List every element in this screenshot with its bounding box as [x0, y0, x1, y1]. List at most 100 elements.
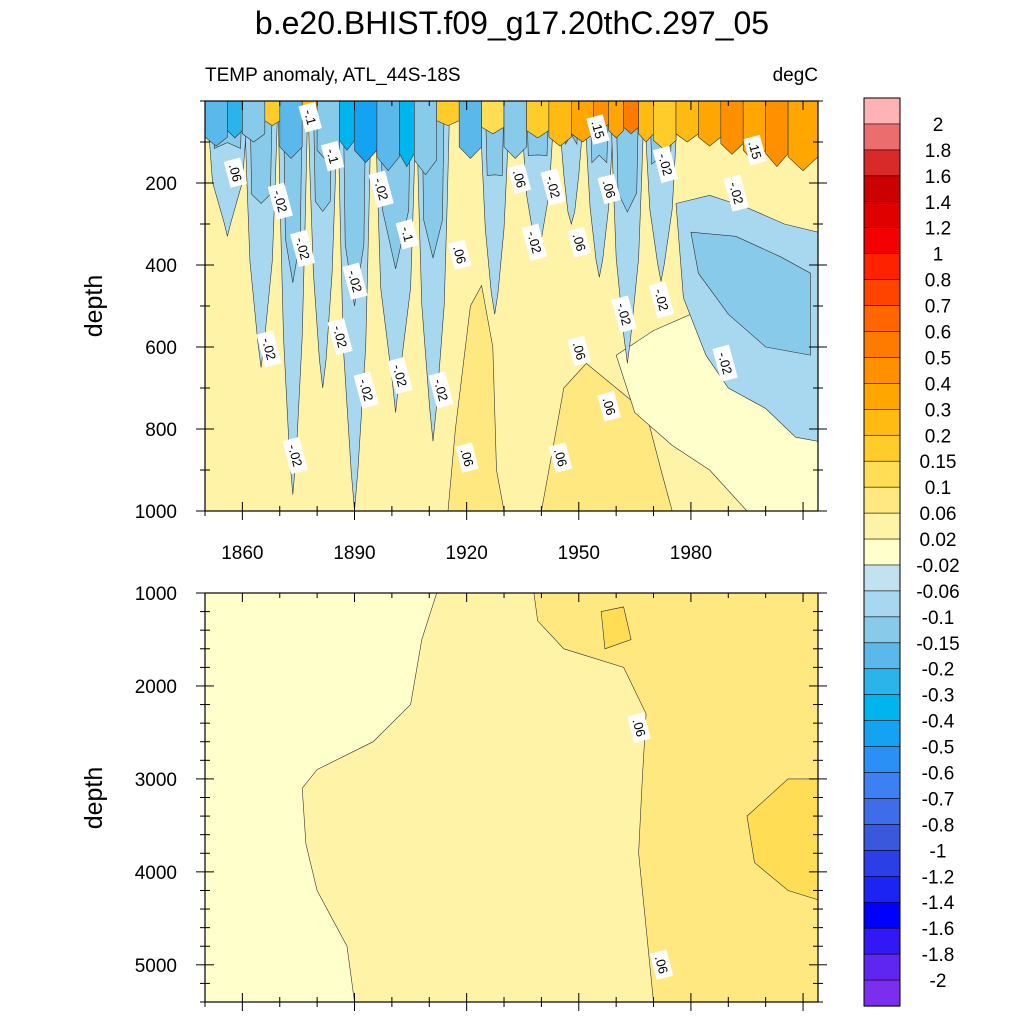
- cold-patch-late-core: [690, 231, 811, 356]
- upper-contour-label-text: -.02: [543, 174, 563, 200]
- x-tick-label-1950: 1950: [558, 543, 600, 564]
- upper-contour-label-text: .06: [551, 447, 570, 468]
- surface-anomaly-27: [720, 101, 744, 155]
- colorbar-box-20: [863, 590, 901, 618]
- colorbar-label: 1.8: [925, 141, 951, 162]
- colorbar-box-15: [863, 460, 901, 488]
- upper-contour-label-3: -.1: [320, 140, 345, 172]
- warm-east-region: [533, 593, 818, 1002]
- x-tick-label-1860: 1860: [221, 543, 263, 564]
- surface-anomaly-12: [414, 101, 437, 176]
- upper-contour-label-21: .06: [597, 173, 621, 205]
- surface-anomaly-17: [526, 101, 550, 139]
- colorbar: 2 1.8 1.6 1.4 1.2 1 0.8 0.7 0.6 0.5 0.4 0.3 0.2 0.15 0…: [863, 97, 960, 1007]
- colorbar-box-27: [863, 772, 901, 800]
- upper-contour-label-2: .06: [223, 157, 248, 188]
- y-tick-label-800: 800: [145, 420, 177, 441]
- upper-contour-label-text: -.02: [285, 443, 305, 469]
- colorbar-box-11: [863, 357, 901, 384]
- y-tick-label-600: 600: [145, 338, 177, 359]
- upper-contour-label-text: -.02: [270, 189, 290, 215]
- colorbar-box-30: [863, 850, 901, 877]
- colorbar-label: -2: [930, 971, 947, 992]
- upper-contour-label-text: -.1: [301, 108, 319, 127]
- lower-contour-label-box: [649, 949, 674, 980]
- upper-contour-label-box: [586, 114, 610, 145]
- colorbar-box-21: [863, 616, 901, 644]
- colorbar-box-23: [863, 668, 901, 696]
- upper-anomaly-field: [205, 101, 818, 511]
- upper-contour-label-23: .15: [743, 134, 767, 166]
- surface-anomaly-16: [503, 101, 527, 159]
- colorbar-box-22: [863, 642, 901, 670]
- surface-anomaly-26: [698, 101, 722, 147]
- colorbar-label: 0.5: [925, 348, 951, 369]
- surface-anomaly-21: [608, 101, 624, 139]
- surface-anomaly-25: [675, 101, 699, 143]
- upper-contour-label-box: [743, 134, 767, 166]
- upper-contour-label-text: -.02: [356, 377, 376, 403]
- surface-anomaly-15: [481, 101, 505, 135]
- colorbar-label: -0.02: [916, 556, 959, 577]
- upper-contour-label-text: -.02: [614, 301, 634, 327]
- upper-contour-label-16: .06: [507, 163, 532, 195]
- surface-anomaly-9: [354, 101, 378, 163]
- colorbar-label: 0.2: [925, 426, 951, 447]
- colorbar-label: -1.4: [922, 893, 955, 914]
- surface-anomaly-14: [458, 101, 482, 159]
- colorbar-box-28: [863, 798, 901, 826]
- upper-contour-label-text: .06: [450, 244, 469, 265]
- colorbar-box-7: [863, 253, 901, 281]
- upper-contour-label-box: [597, 391, 621, 422]
- upper-contour-label-text: -.02: [655, 152, 675, 178]
- surface-anomaly-1: [205, 101, 228, 147]
- upper-panel: -.1 .06 -.1 -.02 -.02 -.02 -.1 -.02 -.02 -.02 -.02…: [80, 100, 827, 564]
- upper-contour-label-box: [298, 102, 322, 133]
- y-tick-label-3000: 3000: [135, 770, 177, 791]
- x-tick-label-1980: 1980: [670, 543, 712, 564]
- lower-panel: .06 .06 1000 2000 3000 4000 5000 depth: [80, 584, 827, 1011]
- colorbar-label: 1: [933, 245, 944, 266]
- colorbar-box-4: [863, 175, 901, 203]
- upper-contour-label-text: .06: [600, 178, 619, 199]
- upper-contour-label-text: .06: [570, 340, 589, 361]
- colorbar-label: 1.4: [925, 193, 952, 214]
- surface-anomaly-22: [623, 101, 639, 135]
- upper-contour-label-31: .06: [455, 442, 479, 473]
- colorbar-label: -0.8: [922, 815, 955, 836]
- upper-x-ticks: 1860 1890 1920 1950 1980: [204, 101, 804, 564]
- colorbar-box-33: [863, 927, 901, 955]
- upper-contour-label-15: .06: [447, 239, 472, 270]
- x-tick-label-1920: 1920: [446, 543, 488, 564]
- colorbar-box-25: [863, 720, 901, 748]
- surface-anomaly-23: [638, 101, 654, 143]
- colorbar-label: -0.1: [922, 608, 955, 629]
- y-tick-label-1000: 1000: [135, 502, 177, 523]
- colorbar-label: -0.4: [922, 712, 955, 733]
- surface-anomaly-13: [436, 101, 460, 126]
- colorbar-label: -0.3: [922, 686, 955, 707]
- y-tick-label-400: 400: [145, 256, 177, 277]
- y-tick-label-2000: 2000: [135, 677, 177, 698]
- upper-contour-label-1: -.1: [298, 102, 322, 133]
- upper-contour-label-text: -.02: [390, 363, 410, 389]
- surface-anomaly-18: [548, 101, 572, 147]
- y-tick-label-200: 200: [145, 174, 177, 195]
- surface-anomaly-11: [399, 101, 415, 168]
- subtitle-right: degC: [773, 65, 818, 86]
- upper-contour-label-text: -.02: [726, 180, 746, 206]
- surface-anomaly-19: [571, 101, 594, 143]
- colorbar-box-14: [863, 434, 901, 462]
- lower-x-ticks: [204, 593, 804, 1011]
- colorbar-box-31: [863, 875, 901, 903]
- colorbar-box-9: [863, 305, 901, 333]
- colorbar-label: 0.15: [920, 452, 957, 473]
- lower-y-axis-title: depth: [80, 767, 108, 830]
- colorbar-label: 0.06: [920, 504, 957, 525]
- colorbar-box-16: [863, 486, 901, 514]
- upper-contour-label-text: -.1: [398, 225, 416, 244]
- colorbar-label: -0.5: [922, 738, 955, 759]
- colorbar-label: -0.2: [922, 660, 955, 681]
- upper-contour-label-text: -.02: [259, 336, 279, 362]
